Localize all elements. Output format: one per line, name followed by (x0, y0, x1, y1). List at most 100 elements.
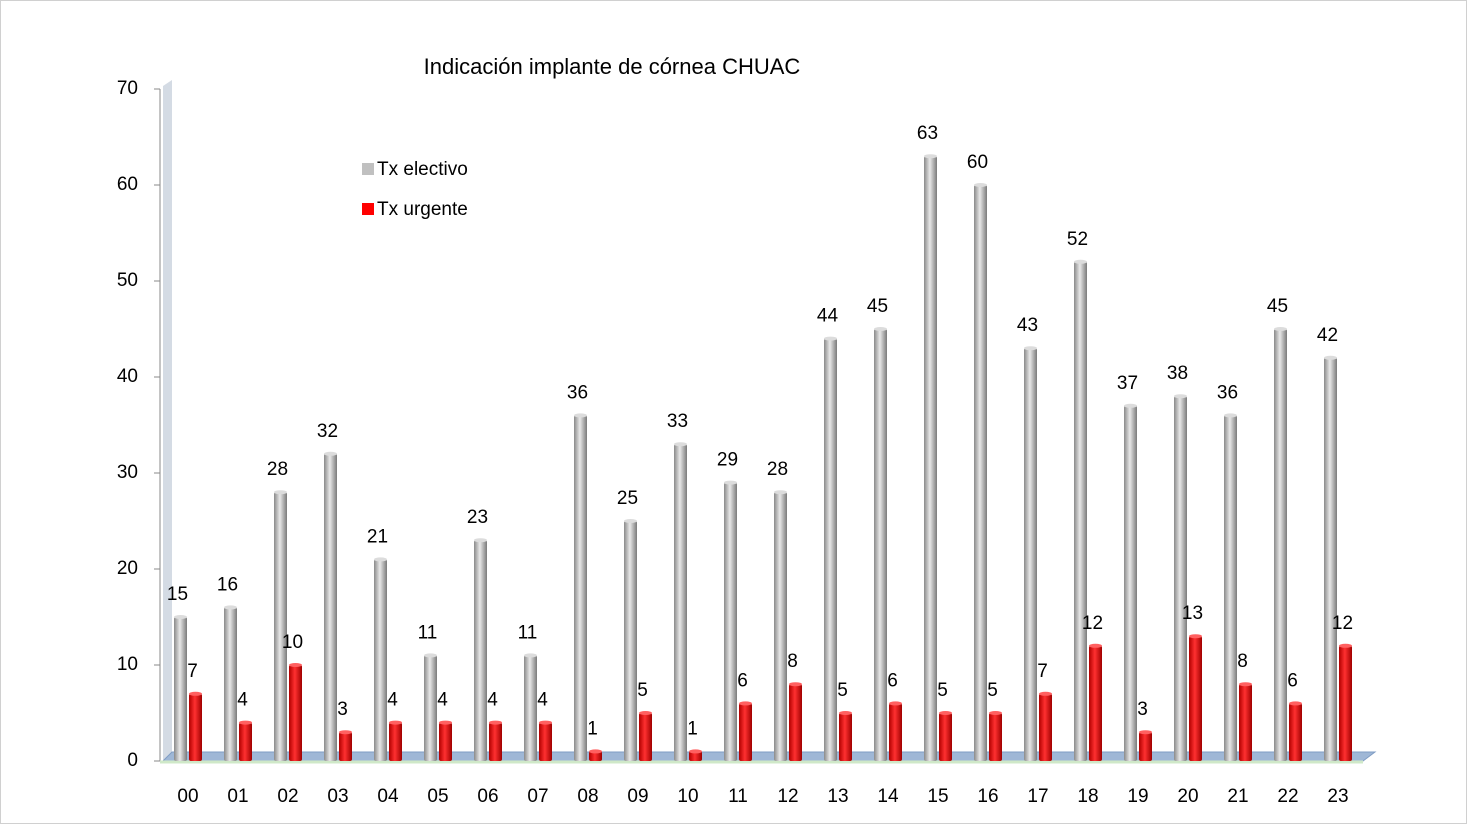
bar (874, 329, 887, 761)
bar-cap (274, 490, 287, 495)
bar-cap (589, 749, 602, 754)
value-label: 28 (267, 459, 288, 480)
bar-cap (339, 730, 352, 735)
bar (974, 185, 987, 761)
bar-cap (1089, 643, 1102, 648)
y-tick-label: 0 (127, 750, 138, 771)
x-tick-label: 23 (1327, 786, 1348, 807)
x-tick-label: 15 (927, 786, 948, 807)
bar-cap (1289, 701, 1302, 706)
bar (1089, 645, 1102, 761)
bar (374, 559, 387, 761)
value-label: 25 (617, 488, 638, 509)
y-tick-label: 60 (117, 174, 138, 195)
bar-cap (689, 749, 702, 754)
value-label: 6 (1287, 670, 1298, 691)
bar (524, 655, 537, 761)
bar-cap (1224, 413, 1237, 418)
value-label: 44 (817, 306, 839, 327)
bar-cap (939, 711, 952, 715)
x-tick-label: 17 (1027, 786, 1048, 807)
bar (574, 415, 587, 761)
y-tick-label: 10 (117, 654, 138, 675)
value-label: 6 (737, 670, 748, 691)
bar (1289, 703, 1302, 761)
value-label: 8 (787, 651, 798, 672)
value-label: 52 (1067, 229, 1088, 250)
value-label: 16 (217, 574, 238, 595)
value-label: 11 (518, 622, 538, 643)
x-tick-label: 13 (827, 786, 848, 807)
bar-cap (1324, 355, 1337, 360)
value-label: 28 (767, 459, 788, 480)
x-tick-label: 19 (1127, 786, 1148, 807)
x-tick-label: 14 (877, 786, 899, 807)
x-tick-label: 12 (777, 786, 798, 807)
bar-cap (839, 711, 852, 715)
value-label: 29 (717, 450, 738, 471)
x-tick-label: 01 (227, 786, 248, 807)
bar-cap (824, 336, 837, 341)
bar (389, 722, 402, 761)
bar-cap (974, 183, 987, 187)
value-label: 4 (387, 690, 398, 711)
value-label: 7 (1037, 661, 1048, 682)
value-label: 1 (587, 718, 598, 739)
value-label: 15 (167, 584, 188, 605)
bar (1274, 329, 1287, 761)
bar (939, 713, 952, 761)
x-tick-label: 08 (577, 786, 598, 807)
x-tick-label: 11 (728, 786, 748, 807)
x-tick-label: 03 (327, 786, 348, 807)
bar (1239, 684, 1252, 761)
bar-cap (724, 480, 737, 485)
x-tick-label: 10 (677, 786, 698, 807)
bar-cap (624, 519, 637, 523)
bar (624, 521, 637, 761)
legend-swatch (362, 203, 374, 215)
x-tick-label: 05 (427, 786, 448, 807)
bar (824, 338, 837, 761)
value-label: 12 (1082, 613, 1103, 634)
bar (1339, 645, 1352, 761)
x-tick-label: 00 (177, 786, 198, 807)
bar (274, 492, 287, 761)
value-label: 36 (1217, 382, 1238, 403)
bar (224, 607, 237, 761)
bar-cap (324, 451, 337, 456)
value-label: 63 (917, 123, 938, 144)
bar-cap (789, 682, 802, 687)
bar (689, 751, 702, 761)
bar-cap (739, 701, 752, 706)
bar-cap (924, 154, 937, 159)
bar (424, 655, 437, 761)
value-label: 5 (837, 680, 848, 701)
bar (724, 482, 737, 761)
value-label: 37 (1117, 373, 1138, 394)
value-label: 4 (537, 690, 548, 711)
bar-cap (874, 327, 887, 331)
value-label: 3 (1137, 699, 1148, 720)
bar-cap (289, 663, 302, 667)
bar-cap (1074, 259, 1087, 264)
bar (1039, 693, 1052, 761)
bar-cap (1124, 403, 1137, 408)
bar (639, 713, 652, 761)
value-label: 4 (487, 690, 498, 711)
bar (1024, 348, 1037, 761)
bar (739, 703, 752, 761)
bar (1324, 357, 1337, 761)
value-label: 3 (337, 699, 348, 720)
x-tick-label: 16 (977, 786, 998, 807)
bar-cap (539, 720, 552, 725)
bar-cap (1139, 730, 1152, 735)
bar (289, 665, 302, 761)
bar-cap (1239, 682, 1252, 687)
x-tick-label: 22 (1277, 786, 1298, 807)
bar-cap (424, 653, 437, 658)
bar (674, 444, 687, 761)
bar (1224, 415, 1237, 761)
value-label: 42 (1317, 325, 1338, 346)
side-wall (163, 80, 172, 761)
